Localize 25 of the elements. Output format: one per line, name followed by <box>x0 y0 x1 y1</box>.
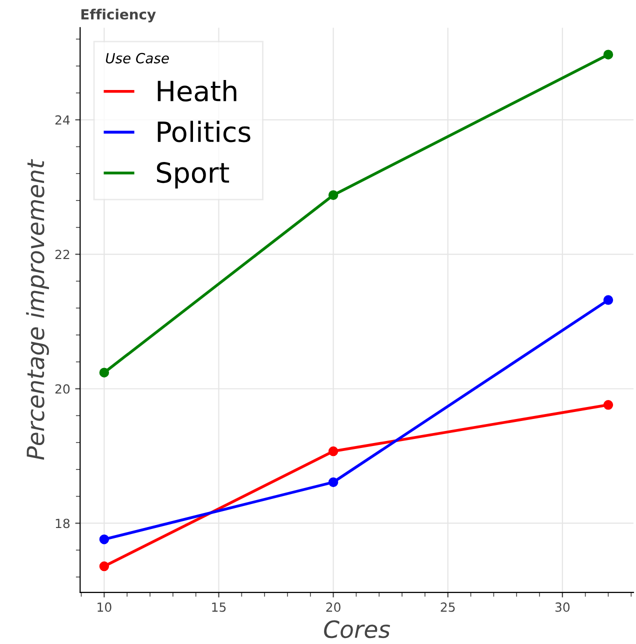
legend-label: Politics <box>158 120 250 142</box>
point <box>603 50 614 60</box>
point <box>328 190 338 200</box>
y-tick-label: 18 <box>56 518 70 528</box>
x-axis-title: Cores <box>324 620 390 638</box>
legend-label: Heath <box>158 80 236 102</box>
legend-title: Use Case <box>106 52 169 64</box>
y-tick-label: 20 <box>55 384 70 394</box>
x-tick-label: 25 <box>440 602 455 612</box>
x-tick-label: 15 <box>212 602 226 612</box>
point <box>328 477 338 488</box>
point <box>603 295 614 305</box>
point <box>99 534 110 544</box>
x-tick-label: 30 <box>555 602 570 612</box>
point <box>99 368 110 378</box>
y-tick-label: 22 <box>55 250 70 260</box>
legend-label: Sport <box>156 162 230 188</box>
y-tick-label: 24 <box>55 115 70 125</box>
point <box>99 561 110 572</box>
chart-title: Efficiency <box>81 8 156 22</box>
x-tick-label: 10 <box>98 602 112 612</box>
point <box>603 400 614 410</box>
y-axis-title: Percentage improvement <box>26 159 49 460</box>
x-tick-label: 20 <box>326 602 340 612</box>
point <box>328 446 338 456</box>
